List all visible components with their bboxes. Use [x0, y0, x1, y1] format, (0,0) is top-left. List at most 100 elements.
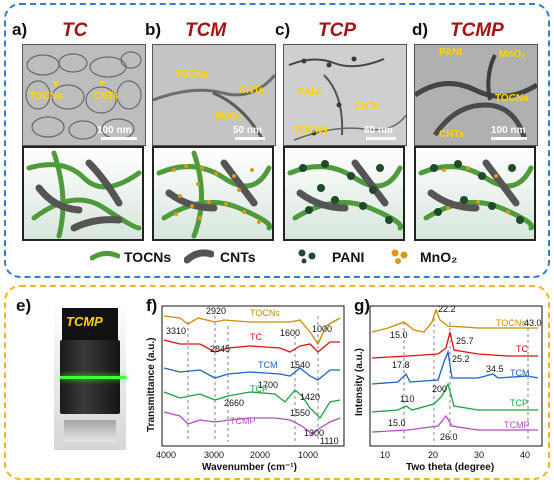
tem-d-scale-label: 100 nm	[491, 125, 526, 136]
ftir-series-tocns	[163, 315, 341, 346]
schematic-b-drawing	[156, 150, 272, 239]
tem-b-fibers	[153, 74, 275, 141]
ftir-peak-1300: 1300	[304, 428, 324, 438]
legend-tocns-icon	[90, 250, 120, 261]
xrd-x-axis-title: Two theta (degree)	[406, 462, 494, 473]
tem-a-arrow-2: ▼	[97, 79, 107, 90]
ftir-xtick-4000: 4000	[156, 450, 176, 460]
tem-image-a: TOCNs CNTs ▼ ▼ 100 nm	[22, 44, 146, 146]
panel-d-title: TCMP	[450, 20, 504, 41]
xrd-peak-110: 110	[400, 394, 414, 404]
panel-b-letter: b)	[145, 20, 162, 39]
legend-pani-icon	[298, 249, 316, 264]
ftir-guide-lines	[187, 316, 319, 442]
ftir-series-tcmp	[163, 411, 341, 435]
panel-c-letter: c)	[275, 20, 291, 39]
tem-a-scale-label: 100 nm	[97, 125, 132, 136]
legend-cnts-label: CNTs	[220, 249, 256, 265]
tem-b-label-cnts: CNTs	[239, 85, 265, 96]
ftir-peak-1110: 1110	[320, 436, 339, 446]
ftir-peak-1600: 1600	[280, 328, 300, 338]
xrd-y-axis-title: Intensity (a.u.)	[354, 348, 365, 416]
tem-image-c: PANI CNTs TOCNs 60 nm	[283, 44, 407, 146]
tem-a-label-cnts: CNTs	[93, 91, 119, 102]
tem-d-label-tocns: TOCNs	[495, 93, 529, 104]
schematic-b	[152, 146, 274, 241]
top-panel-frame	[4, 3, 550, 278]
xrd-series-tcmp	[371, 414, 538, 433]
panel-e-letter: e)	[16, 296, 32, 315]
tem-c-fibers	[288, 56, 406, 141]
ftir-label-tcm: TCM	[258, 360, 278, 370]
ftir-peak-1000: 1000	[312, 324, 332, 334]
vial-cap-label: TCMP	[66, 314, 103, 329]
vial-cap	[62, 308, 118, 340]
legend-cnts-icon	[184, 249, 214, 264]
ftir-chart: TOCNs TC TCM TCP TCMP 3310 2920 2845 266…	[146, 305, 345, 473]
xrd-xtick-10: 10	[380, 450, 390, 460]
schematic-c	[283, 146, 405, 241]
xrd-label-tcmp: TCMP	[504, 420, 530, 430]
ftir-y-axis-title: Transmittance (a.u.)	[146, 338, 157, 432]
ftir-series-tcp	[163, 389, 341, 420]
legend-tocns-label: TOCNs	[124, 249, 172, 265]
ftir-peak-2660: 2660	[224, 398, 244, 408]
ftir-peak-2845: 2845	[210, 344, 230, 354]
panel-g-letter: g)	[354, 296, 371, 315]
ftir-series-tc	[163, 339, 340, 353]
tem-image-d: PANI MnO₂ TOCNs CNTs 100 nm	[414, 44, 538, 146]
vial-photo: TCMP	[54, 300, 126, 450]
xrd-peak-17-8: 17.8	[392, 360, 410, 370]
schematic-d-drawing	[418, 159, 534, 231]
bottom-panel-frame	[4, 285, 550, 480]
xrd-label-tc: TC	[516, 344, 528, 354]
xrd-peak-26-0: 26.0	[440, 432, 458, 442]
xrd-peak-43-0: 43.0	[524, 318, 542, 328]
ftir-peak-3310: 3310	[166, 326, 186, 336]
legend-mno2-label: MnO₂	[420, 249, 458, 265]
xrd-label-tocns: TOCNs	[496, 318, 526, 328]
tem-a-network	[25, 51, 142, 140]
xrd-chart: TOCNs TC TCM TCP TCMP 15.0 22.2 43.0 25.…	[354, 304, 543, 473]
xrd-peak-15-0-bottom: 15.0	[388, 418, 406, 428]
ftir-xtick-3000: 3000	[204, 450, 224, 460]
ftir-peak-1540: 1540	[290, 360, 310, 370]
tem-b-scalebar	[235, 137, 265, 140]
xrd-peak-15-0-top: 15.0	[390, 330, 408, 340]
xrd-xtick-30: 30	[474, 450, 484, 460]
ftir-series-tcm	[163, 367, 340, 381]
xrd-series-tocns	[371, 308, 538, 333]
ftir-peak-2920: 2920	[206, 306, 226, 316]
tem-a-label-tocns: TOCNs	[29, 91, 63, 102]
ftir-peak-1550: 1550	[290, 408, 310, 418]
tem-a-arrow-1: ▼	[51, 79, 61, 90]
panel-d-letter: d)	[412, 20, 429, 39]
xrd-peak-34-5: 34.5	[486, 364, 504, 374]
xrd-series-tcp	[371, 382, 538, 413]
tem-d-fibers	[415, 54, 537, 141]
xrd-peak-25-7: 25.7	[456, 336, 474, 346]
panel-f-letter: f)	[146, 296, 158, 315]
schematic-c-drawing	[287, 159, 403, 231]
schematic-d	[414, 146, 536, 241]
tem-b-scale-label: 50 nm	[233, 125, 262, 136]
tem-a-scalebar	[101, 137, 137, 140]
schematic-a-drawing	[26, 150, 142, 239]
ftir-label-tocns: TOCNs	[250, 308, 280, 318]
legend-pani-label: PANI	[332, 249, 365, 265]
xrd-plot-frame	[369, 305, 543, 447]
vial-laser-beam	[60, 376, 126, 379]
xrd-peak-22-2: 22.2	[438, 304, 456, 314]
ftir-label-tcp: TCP	[250, 384, 268, 394]
tem-d-scalebar	[491, 137, 527, 140]
tem-d-label-pani: PANI	[439, 47, 463, 58]
xrd-label-tcp: TCP	[510, 398, 528, 408]
xrd-xtick-20: 20	[428, 450, 438, 460]
legend-mno2-icon	[391, 249, 408, 264]
ftir-label-tc: TC	[250, 332, 262, 342]
ftir-peak-1700: 1700	[258, 380, 278, 390]
tem-image-b: TOCNs CNTs MnO₂ 50 nm	[152, 44, 276, 146]
tem-c-label-tocns: TOCNs	[294, 125, 328, 136]
panel-a-title: TC	[62, 20, 88, 41]
panel-a-letter: a)	[12, 20, 28, 39]
